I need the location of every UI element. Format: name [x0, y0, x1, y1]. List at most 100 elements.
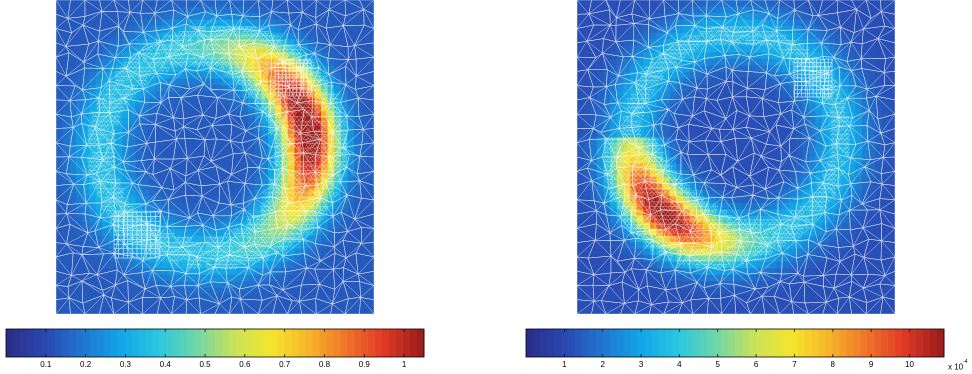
- heat-cell: [583, 287, 591, 295]
- heat-cell: [623, 235, 631, 243]
- colorbar-segment: [26, 329, 35, 357]
- heat-cell: [630, 242, 638, 250]
- heat-cell: [75, 261, 84, 269]
- heat-cell: [334, 163, 342, 171]
- heat-cell: [583, 235, 591, 243]
- heat-cell: [75, 6, 84, 14]
- colorbar-segment: [714, 329, 722, 357]
- heat-cell: [636, 222, 644, 230]
- heat-cell: [822, 91, 830, 99]
- heat-cell: [360, 176, 368, 184]
- heat-cell: [155, 91, 163, 99]
- heat-cell: [367, 176, 374, 184]
- heat-cell: [802, 111, 810, 119]
- heat-cell: [769, 143, 777, 152]
- heat-cell: [261, 71, 269, 80]
- heat-cell: [795, 85, 803, 93]
- heat-cell: [287, 124, 296, 132]
- heat-cell: [56, 98, 64, 106]
- heat-cell: [261, 150, 269, 158]
- heat-cell: [875, 228, 883, 237]
- heat-cell: [749, 307, 757, 314]
- heat-cell: [241, 26, 249, 34]
- heat-cell: [689, 261, 697, 269]
- heat-cell: [175, 137, 183, 145]
- heat-cell: [623, 261, 631, 269]
- heat-cell: [596, 98, 605, 106]
- heat-cell: [155, 170, 163, 178]
- heat-cell: [340, 26, 349, 34]
- heat-cell: [643, 150, 651, 158]
- heat-cell: [696, 124, 704, 132]
- heat-cell: [228, 287, 236, 295]
- heat-cell: [82, 117, 90, 125]
- heat-cell: [881, 294, 889, 302]
- heat-cell: [663, 261, 671, 269]
- heat-cell: [583, 248, 591, 256]
- heat-cell: [268, 294, 276, 302]
- heat-cell: [340, 45, 349, 53]
- heat-cell: [254, 117, 262, 125]
- heat-cell: [314, 32, 322, 40]
- heat-cell: [616, 307, 624, 314]
- heat-cell: [881, 39, 889, 47]
- heat-cell: [301, 307, 309, 314]
- heat-cell: [596, 130, 605, 138]
- heat-cell: [162, 26, 170, 34]
- heat-cell: [861, 111, 870, 119]
- heat-cell: [636, 300, 644, 309]
- heat-cell: [596, 6, 605, 14]
- heat-cell: [729, 117, 737, 125]
- heat-cell: [155, 215, 163, 224]
- heat-cell: [656, 163, 664, 171]
- heat-cell: [815, 91, 823, 99]
- heat-cell: [749, 58, 757, 67]
- heat-cell: [649, 39, 658, 47]
- heat-cell: [755, 45, 764, 53]
- colorbar-segment: [82, 329, 91, 357]
- heat-cell: [148, 137, 156, 145]
- heat-cell: [261, 13, 269, 21]
- heat-cell: [56, 255, 64, 263]
- heat-cell: [334, 0, 342, 8]
- heat-cell: [689, 196, 697, 204]
- heat-cell: [122, 124, 130, 132]
- heat-cell: [122, 261, 130, 269]
- heat-cell: [683, 307, 691, 314]
- heat-cell: [360, 242, 368, 250]
- heat-cell: [221, 124, 229, 132]
- heat-cell: [769, 19, 777, 27]
- heat-cell: [135, 150, 143, 158]
- heat-cell: [656, 189, 664, 197]
- heat-cell: [228, 19, 236, 27]
- heat-cell: [334, 124, 342, 132]
- colorbar-segment: [937, 329, 945, 357]
- heat-cell: [327, 268, 335, 276]
- heat-cell: [789, 242, 797, 250]
- heat-cell: [360, 39, 368, 47]
- heat-cell: [115, 300, 123, 309]
- heat-cell: [102, 32, 110, 40]
- heat-cell: [307, 170, 315, 178]
- heat-cell: [367, 150, 374, 158]
- heat-cell: [702, 91, 711, 99]
- colorbar-segment: [881, 329, 889, 357]
- heat-cell: [208, 13, 216, 21]
- heat-cell: [367, 32, 374, 40]
- heat-cell: [69, 111, 77, 119]
- heat-cell: [122, 287, 130, 295]
- heat-cell: [762, 235, 770, 243]
- heat-cell: [789, 91, 797, 99]
- heat-cell: [596, 300, 605, 309]
- heat-cell: [802, 163, 810, 171]
- heat-cell: [696, 300, 704, 309]
- heat-cell: [268, 287, 276, 295]
- colorbar-segment: [825, 329, 834, 357]
- heat-cell: [643, 6, 651, 14]
- colorbar-segment: [235, 329, 244, 357]
- refined-square-patch: [113, 211, 161, 259]
- heat-cell: [577, 176, 585, 184]
- heat-cell: [287, 209, 296, 217]
- heat-cell: [749, 294, 757, 302]
- heat-cell: [795, 307, 803, 314]
